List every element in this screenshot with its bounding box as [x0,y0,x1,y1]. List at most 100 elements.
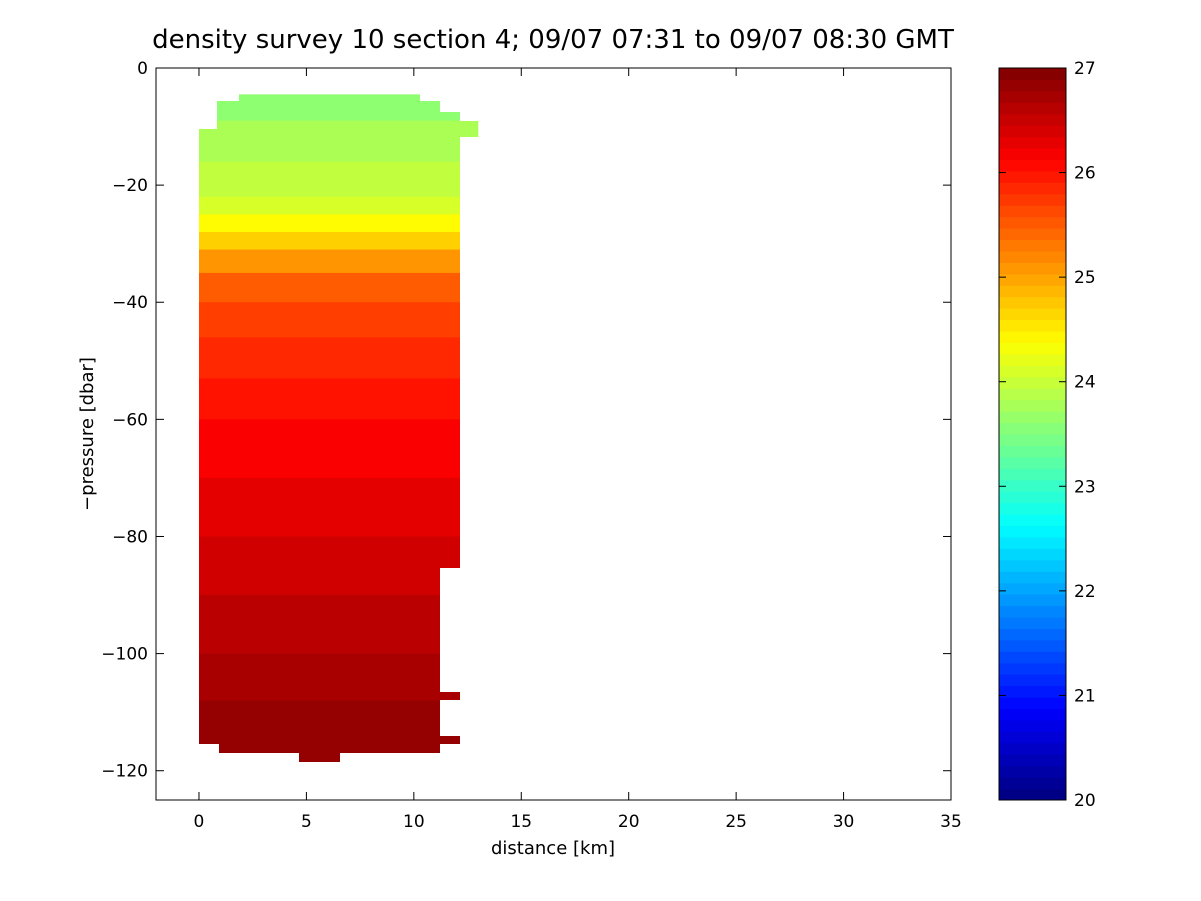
x-axis-ticks: 0 5 10 15 20 25 30 35 [194,68,962,832]
colorbar-step [999,548,1066,561]
colorbar-step [999,788,1066,801]
colorbar-tick-label: 21 [1074,686,1096,706]
y-tick-label: −20 [112,176,148,196]
colorbar-step [999,571,1066,584]
x-axis-label: distance [km] [491,838,615,859]
colorbar-frame [998,67,1067,801]
colorbar-step [999,536,1066,549]
x-tick-label: 5 [301,812,312,832]
x-tick-label: 25 [725,812,747,832]
colorbar-step [999,491,1066,504]
density-layer-1 [199,120,479,163]
colorbar: 20 21 22 23 24 25 26 27 [998,59,1096,811]
colorbar-tick-label: 27 [1074,59,1096,79]
colorbar-step [999,125,1066,138]
density-layer-14 [199,595,479,655]
colorbar-step [999,159,1066,172]
colorbar-step [999,434,1066,446]
colorbar-tick-label: 26 [1074,164,1096,184]
colorbar-step [999,136,1066,149]
colorbar-step [999,411,1066,424]
y-axis-label: −pressure [dbar] [77,357,98,511]
y-tick-label: −40 [112,293,148,313]
density-layer-11 [199,419,479,479]
density-layer-13 [199,536,479,596]
colorbar-step [999,285,1066,298]
density-layer-3 [199,196,479,215]
colorbar-step [999,353,1066,366]
colorbar-step [999,319,1066,332]
colorbar-step [999,662,1066,675]
colorbar-step [999,79,1066,92]
colorbar-step [999,514,1066,526]
density-layer-4 [199,214,479,233]
colorbar-step [999,605,1066,618]
x-tick-label: 20 [618,812,640,832]
density-layer-15 [199,653,479,702]
x-tick-label: 15 [510,812,532,832]
chart-title: density survey 10 section 4; 09/07 07:31… [152,25,954,55]
colorbar-tick-label: 23 [1074,477,1096,497]
colorbar-step [999,445,1066,458]
colorbar-step [999,617,1066,629]
colorbar-tick-label: 20 [1074,791,1096,811]
colorbar-step [999,594,1066,607]
colorbar-step [999,170,1066,183]
colorbar-step [999,639,1066,652]
colorbar-step [999,68,1066,80]
colorbar-step [999,308,1066,321]
y-axis-ticks: 0 −20 −40 −60 −80 −100 −120 [101,59,951,782]
density-layer-2 [199,161,479,198]
colorbar-step [999,731,1066,744]
y-tick-label: −100 [101,645,148,665]
colorbar-step [999,228,1066,241]
colorbar-step [999,296,1066,309]
colorbar-step [999,90,1066,103]
density-layer-6 [199,249,479,274]
plot-frame [155,67,952,801]
colorbar-step [999,777,1066,790]
x-tick-label: 0 [194,812,205,832]
y-tick-label: −80 [112,527,148,547]
colorbar-tick-label: 25 [1074,268,1096,288]
colorbar-step [999,697,1066,709]
colorbar-step [999,182,1066,195]
colorbar-step [999,674,1066,687]
density-layer-9 [199,337,479,379]
colorbar-gradient [999,68,1066,801]
colorbar-step [999,651,1066,664]
x-tick-label: 10 [403,812,425,832]
colorbar-step [999,708,1066,721]
colorbar-step [999,239,1066,252]
colorbar-step [999,273,1066,286]
colorbar-step [999,502,1066,515]
colorbar-step [999,251,1066,263]
colorbar-step [999,754,1066,767]
colorbar-step [999,628,1066,641]
plot-area: 0 5 10 15 20 25 30 35 0 −20 −40 −60 −80 −100 −120 [101,59,962,832]
colorbar-step [999,216,1066,229]
colorbar-step [999,205,1066,218]
colorbar-step [999,193,1066,206]
density-layer-7 [199,272,479,303]
colorbar-step [999,388,1066,401]
colorbar-step [999,399,1066,412]
colorbar-step [999,422,1066,435]
density-layer-12 [199,477,479,538]
density-layer-16 [199,700,479,762]
y-tick-label: 0 [137,59,148,79]
colorbar-step [999,742,1066,755]
y-tick-label: −120 [101,762,148,782]
colorbar-step [999,262,1066,275]
colorbar-step [999,525,1066,538]
colorbar-step [999,765,1066,778]
colorbar-ticks: 20 21 22 23 24 25 26 27 [999,59,1096,811]
colorbar-step [999,113,1066,126]
x-tick-label: 35 [940,812,962,832]
x-tick-label: 30 [833,812,855,832]
density-layer-8 [199,302,479,338]
colorbar-step [999,102,1066,115]
colorbar-step [999,365,1066,378]
density-layer-10 [199,378,479,420]
